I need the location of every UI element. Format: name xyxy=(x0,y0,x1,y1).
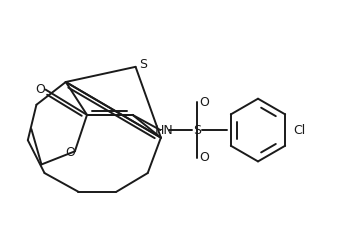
Text: S: S xyxy=(193,124,201,136)
Text: S: S xyxy=(139,58,147,71)
Text: O: O xyxy=(200,152,209,164)
Text: HN: HN xyxy=(155,124,174,136)
Text: O: O xyxy=(200,96,209,109)
Text: O: O xyxy=(35,83,45,96)
Text: Cl: Cl xyxy=(293,124,306,136)
Text: O: O xyxy=(65,146,75,159)
